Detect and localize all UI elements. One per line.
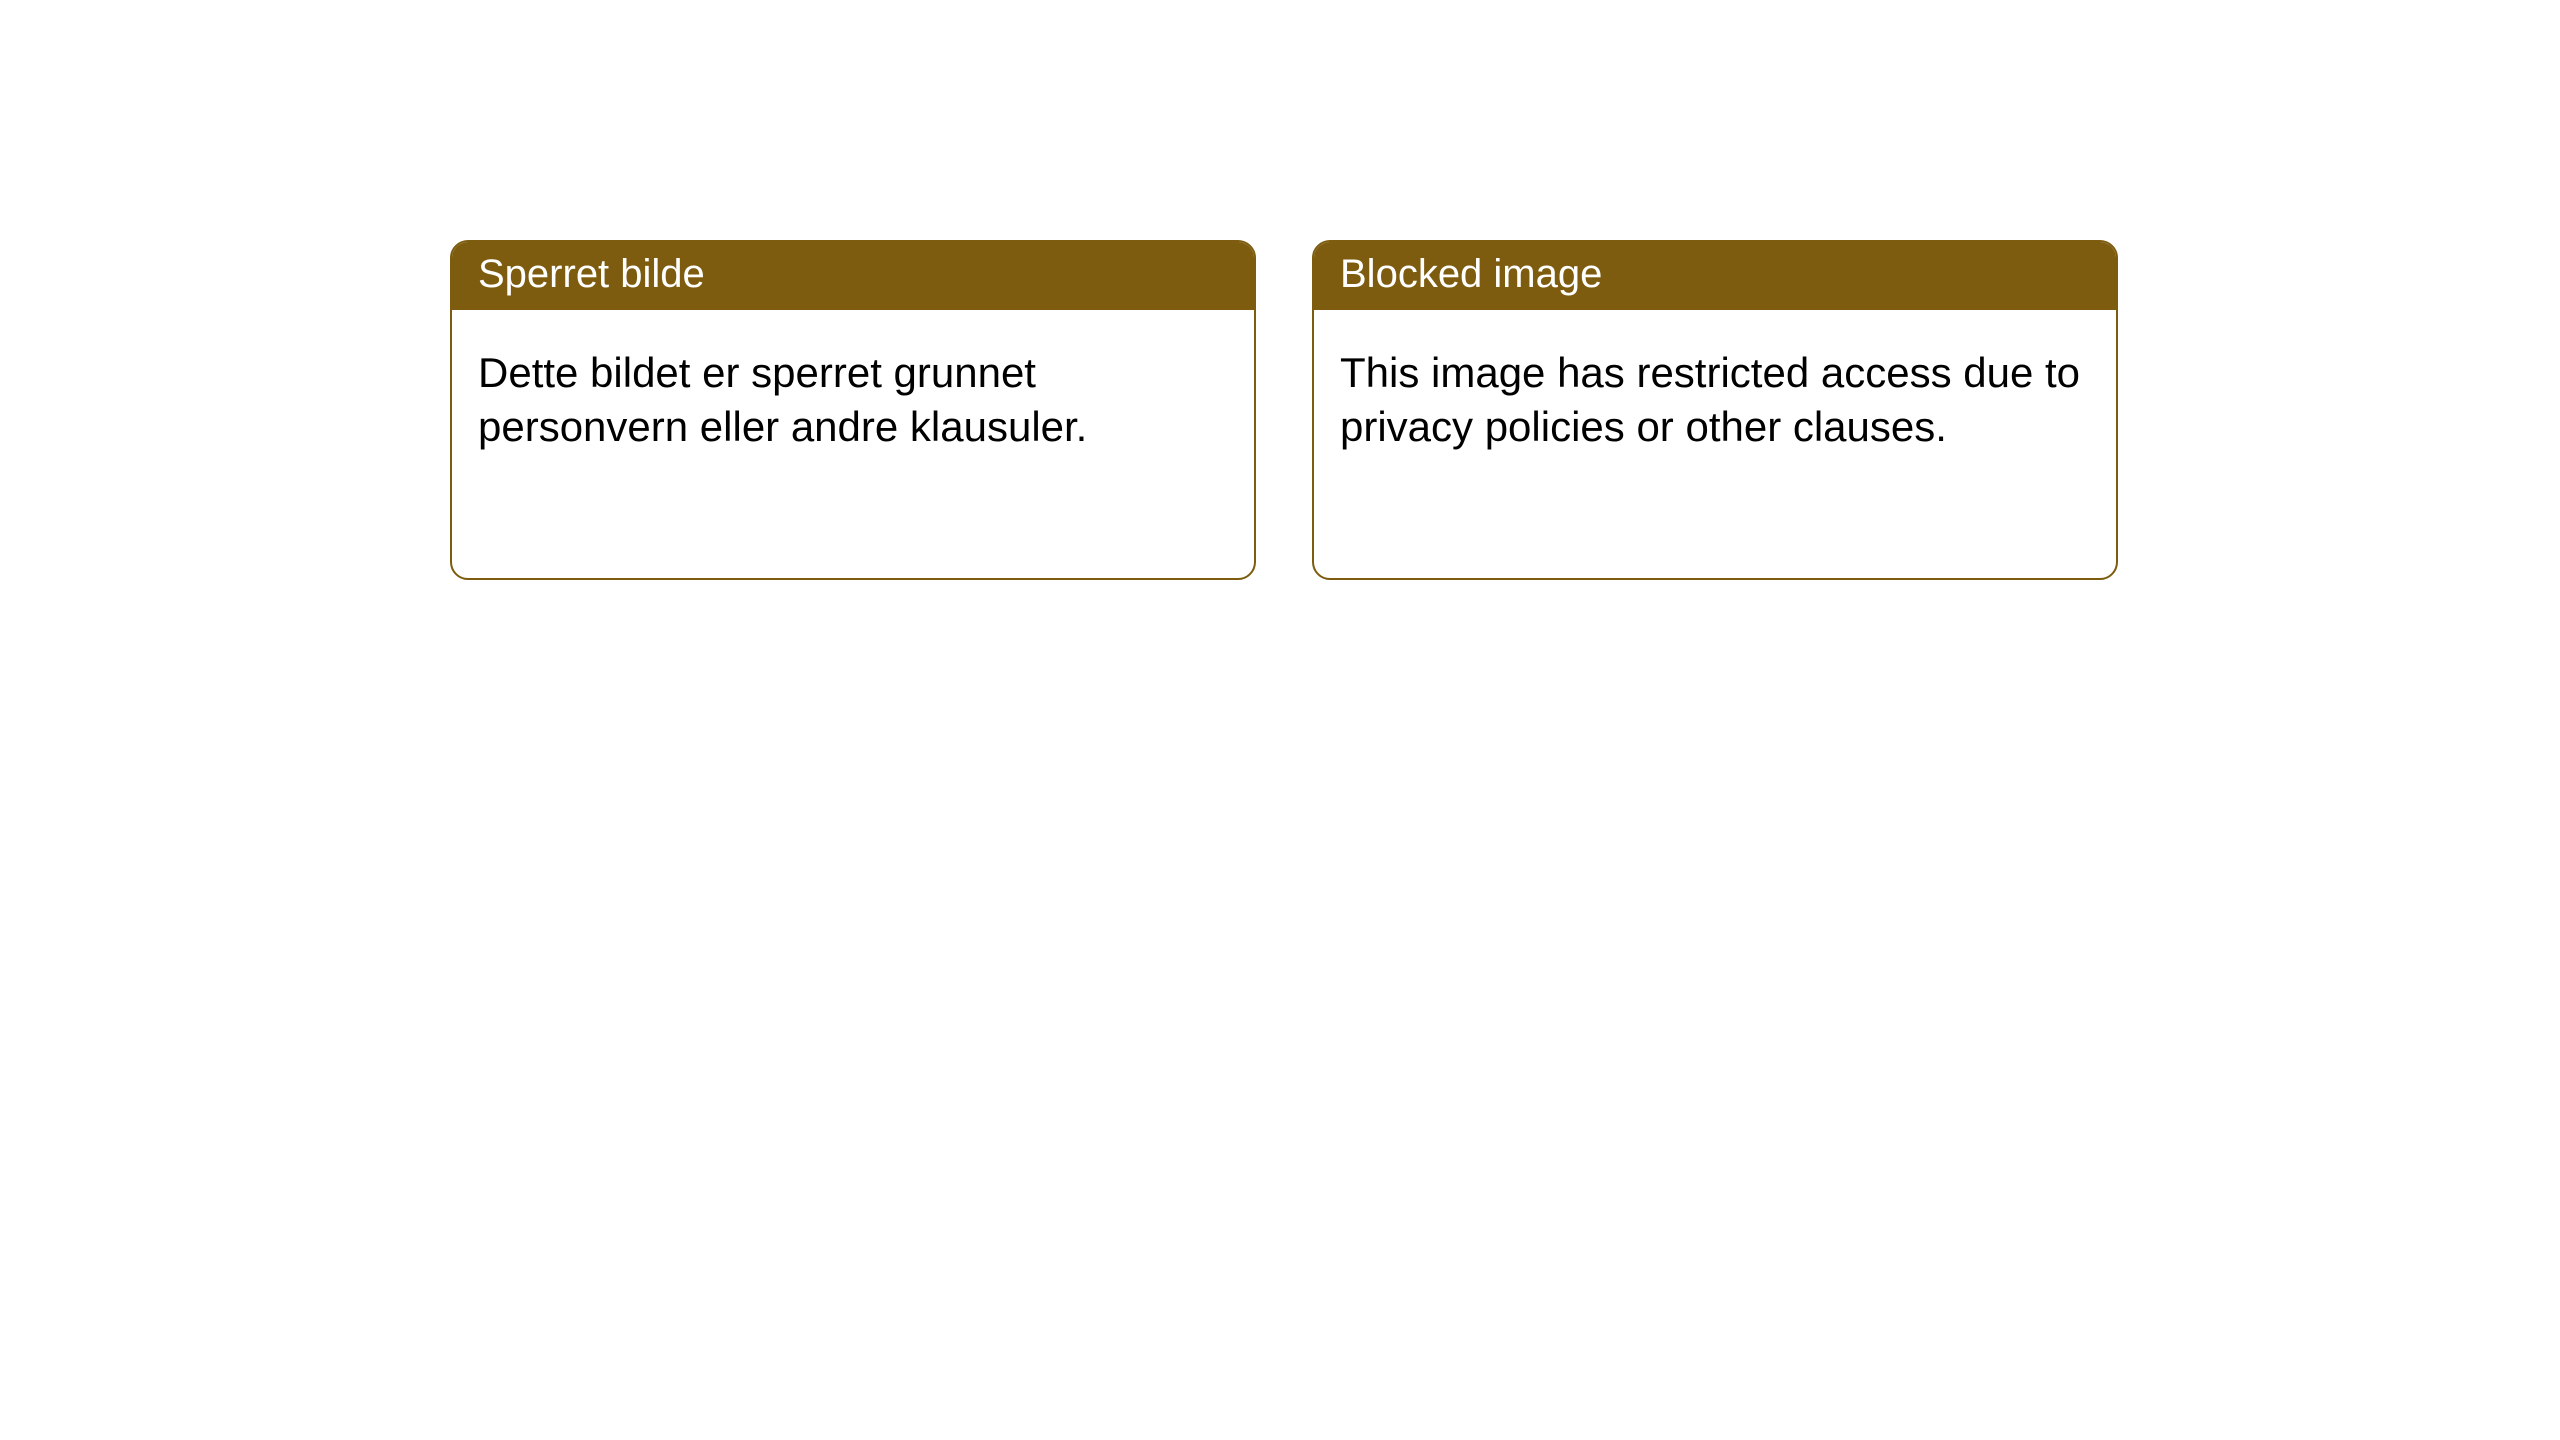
notice-title-english: Blocked image [1314,242,2116,310]
notice-container: Sperret bilde Dette bildet er sperret gr… [0,0,2560,580]
notice-body-english: This image has restricted access due to … [1314,310,2116,480]
notice-body-norwegian: Dette bildet er sperret grunnet personve… [452,310,1254,480]
notice-card-norwegian: Sperret bilde Dette bildet er sperret gr… [450,240,1256,580]
notice-card-english: Blocked image This image has restricted … [1312,240,2118,580]
notice-title-norwegian: Sperret bilde [452,242,1254,310]
